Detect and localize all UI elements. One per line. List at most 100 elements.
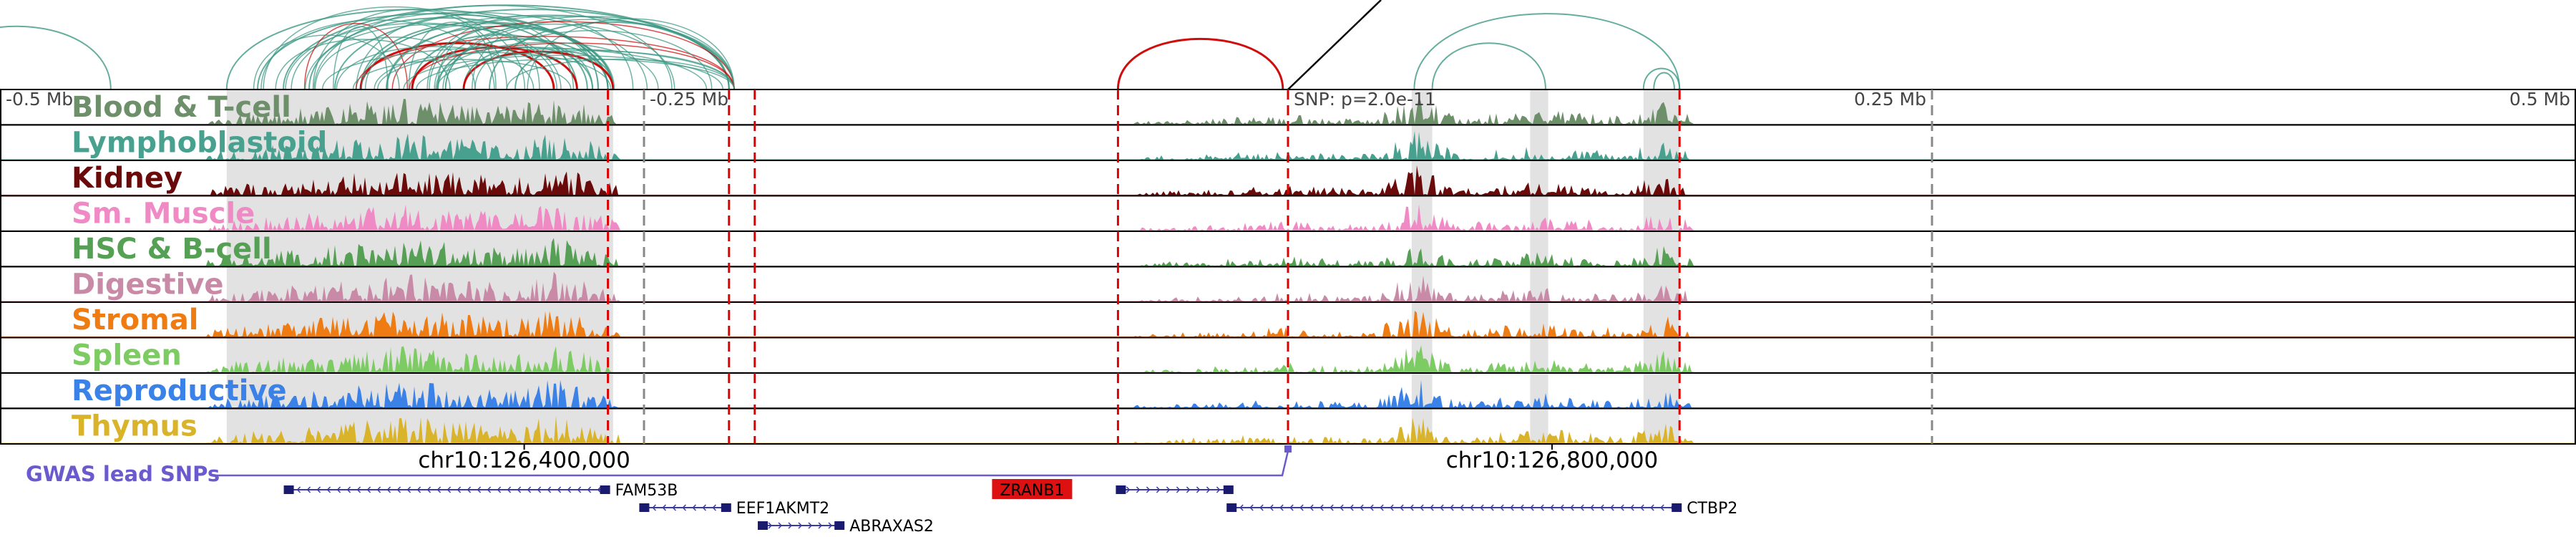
loop-arc (1413, 13, 1681, 90)
snp-link-line (1287, 0, 1382, 90)
gene-strand-chevron (1420, 504, 1424, 511)
loop-arcs (0, 0, 1681, 90)
loop-arc (336, 46, 535, 90)
gene-strand-chevron (1249, 504, 1254, 511)
gene-strand-chevron (1490, 504, 1494, 511)
gene-strand-chevron (662, 504, 666, 511)
loop-arc (506, 59, 735, 90)
loop-arc (304, 24, 562, 90)
gene-strand-chevron (1166, 486, 1171, 493)
loop-arc (403, 54, 723, 90)
loop-arc (360, 21, 609, 90)
gene-strand-chevron (386, 486, 391, 493)
gene-strand-chevron (1319, 504, 1324, 511)
gene-strand-chevron (1216, 486, 1221, 493)
loop-arc (376, 48, 735, 90)
loop-arc (355, 36, 735, 90)
gene-strand-chevron (567, 486, 572, 493)
gwas-label: GWAS lead SNPs (26, 462, 220, 486)
gene-strand-chevron (1460, 504, 1464, 511)
gene-strand-chevron (1330, 504, 1334, 511)
gene-strand-chevron (457, 486, 462, 493)
track-label: Digestive (72, 268, 224, 301)
gene-strand-chevron (1136, 486, 1141, 493)
gene-strand-chevron (396, 486, 401, 493)
loop-arc (374, 52, 612, 90)
loop-arc (426, 15, 634, 90)
gene-strand-chevron (1440, 504, 1444, 511)
gene-strand-chevron (426, 486, 431, 493)
gene-strand-chevron (1289, 504, 1294, 511)
gene-strand-chevron (1540, 504, 1544, 511)
gene-strand-chevron (1570, 504, 1574, 511)
gene-strand-chevron (1350, 504, 1354, 511)
gene-strand-chevron (1196, 486, 1201, 493)
loop-arc (253, 34, 400, 90)
axis-label: -0.5 Mb (6, 89, 73, 110)
loop-arc (352, 59, 572, 90)
gene-strand-chevron (527, 486, 532, 493)
track-label: Sm. Muscle (72, 198, 255, 231)
gene-strand-chevron (1380, 504, 1384, 511)
gene-strand-chevron (587, 486, 592, 493)
loop-arc (303, 23, 409, 90)
coordinate-label: chr10:126,400,000 (418, 448, 630, 473)
track-label: Thymus (72, 410, 197, 443)
gene-exon (1116, 485, 1126, 494)
gene-exon (1672, 503, 1682, 512)
loop-arc (434, 24, 675, 90)
gene-strand-chevron (376, 486, 381, 493)
track-label: Kidney (72, 162, 182, 195)
gene-strand-chevron (1530, 504, 1534, 511)
gene-strand-chevron (346, 486, 351, 493)
loop-arc (356, 14, 575, 90)
gene-exon (834, 521, 845, 530)
gene-strand-chevron (1480, 504, 1484, 511)
gene-strand-chevron (1186, 486, 1191, 493)
gwas-track: GWAS lead SNPs (26, 445, 1292, 486)
gene-strand-chevron (768, 522, 773, 529)
track-signal (0, 271, 2576, 302)
gene-strand-chevron (597, 486, 602, 493)
gene-strand-chevron (1550, 504, 1554, 511)
gene-exon (283, 485, 294, 494)
gene-strand-chevron (1620, 504, 1624, 511)
gene-strand-chevron (1590, 504, 1594, 511)
loop-arc (260, 19, 495, 90)
position-axis: -0.5 Mb -0.25 Mb SNP: p=2.0e-11 0.25 Mb 0.5 … (6, 89, 2570, 473)
gene-exon (1226, 503, 1237, 512)
gene-strand-chevron (1450, 504, 1454, 511)
gene-strand-chevron (1650, 504, 1654, 511)
gene-strand-chevron (1430, 504, 1434, 511)
gene-strand-chevron (1146, 486, 1151, 493)
gene-strand-chevron (712, 504, 716, 511)
gene-strand-chevron (1520, 504, 1524, 511)
gene-strand-chevron (1660, 504, 1664, 511)
gene-strand-chevron (1309, 504, 1314, 511)
gene-strand-chevron (1126, 486, 1131, 493)
dashed-markers (607, 90, 1933, 444)
loop-arc (314, 37, 476, 90)
loop-arc (1431, 42, 1546, 90)
gene-strand-chevron (1600, 504, 1604, 511)
axis-label: -0.25 Mb (650, 89, 728, 110)
gene-strand-chevron (672, 504, 676, 511)
gene-strand-chevron (517, 486, 522, 493)
gene-exon (1223, 485, 1234, 494)
axis-label: 0.5 Mb (2509, 89, 2570, 110)
gene-track: FAM53B EEF1AKMT2 ABRAXAS2 ZRANB1 CTBP2 (283, 479, 1737, 536)
gene-strand-chevron (1279, 504, 1284, 511)
gene-strand-chevron (497, 486, 502, 493)
gene-strand-chevron (828, 522, 833, 529)
gene-strand-chevron (1630, 504, 1634, 511)
gene-name-label: ZRANB1 (1000, 482, 1064, 500)
gene-exon (721, 503, 731, 512)
gene-strand-chevron (1390, 504, 1394, 511)
gene-name-label: ABRAXAS2 (849, 518, 934, 536)
track-signal (0, 416, 2576, 444)
gene-strand-chevron (537, 486, 542, 493)
track-signal (0, 379, 2576, 409)
gene-strand-chevron (1580, 504, 1584, 511)
